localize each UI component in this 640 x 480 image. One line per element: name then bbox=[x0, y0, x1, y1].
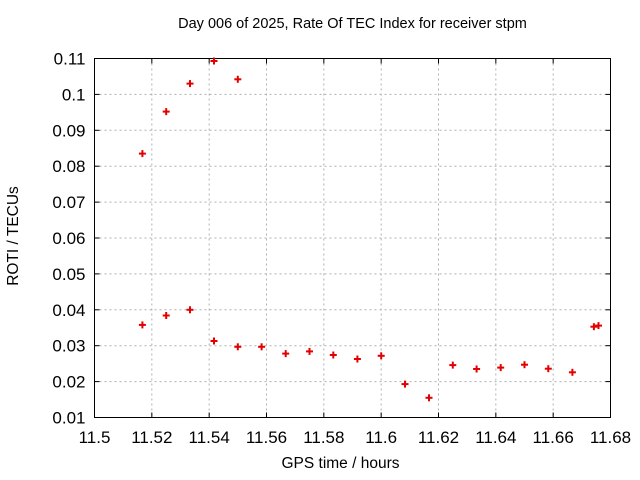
svg-text:11.58: 11.58 bbox=[303, 428, 344, 447]
svg-text:11.68: 11.68 bbox=[590, 428, 631, 447]
data-point-marker bbox=[234, 343, 242, 351]
data-point-marker bbox=[568, 368, 576, 376]
plot-border bbox=[94, 58, 611, 418]
data-point-marker bbox=[590, 323, 598, 331]
data-point-marker bbox=[425, 394, 433, 402]
svg-text:0.01: 0.01 bbox=[52, 409, 85, 428]
svg-text:11.56: 11.56 bbox=[246, 428, 287, 447]
svg-text:11.64: 11.64 bbox=[475, 428, 516, 447]
svg-text:0.02: 0.02 bbox=[52, 373, 85, 392]
data-points bbox=[138, 57, 602, 402]
svg-text:0.03: 0.03 bbox=[52, 337, 85, 356]
data-point-marker bbox=[210, 337, 218, 345]
data-point-marker bbox=[449, 361, 457, 369]
x-axis-title: GPS time / hours bbox=[281, 455, 400, 472]
svg-text:0.08: 0.08 bbox=[52, 157, 85, 176]
data-point-marker bbox=[473, 365, 481, 373]
svg-text:0.1: 0.1 bbox=[62, 85, 86, 104]
svg-text:0.05: 0.05 bbox=[52, 265, 85, 284]
svg-text:0.04: 0.04 bbox=[52, 301, 85, 320]
data-point-marker bbox=[497, 364, 505, 372]
data-point-marker bbox=[353, 355, 361, 363]
data-point-marker bbox=[138, 321, 146, 329]
data-point-marker bbox=[282, 350, 290, 358]
svg-text:11.52: 11.52 bbox=[131, 428, 172, 447]
svg-text:11.5: 11.5 bbox=[79, 428, 111, 447]
data-point-marker bbox=[186, 80, 194, 88]
data-point-marker bbox=[234, 75, 242, 83]
data-point-marker bbox=[138, 150, 146, 158]
svg-text:11.66: 11.66 bbox=[533, 428, 574, 447]
data-point-marker bbox=[521, 361, 528, 369]
x-tick-labels: 11.5 11.52 11.54 11.56 11.58 11.6 11.62 11.64 11… bbox=[79, 428, 632, 447]
data-point-marker bbox=[306, 347, 313, 355]
svg-text:0.09: 0.09 bbox=[52, 121, 85, 140]
data-point-marker bbox=[544, 365, 552, 373]
svg-text:0.11: 0.11 bbox=[54, 50, 86, 69]
tick-marks bbox=[94, 58, 611, 418]
data-point-marker bbox=[210, 57, 218, 65]
chart-title: Day 006 of 2025, Rate Of TEC Index for r… bbox=[178, 16, 527, 32]
svg-text:11.6: 11.6 bbox=[365, 428, 397, 447]
data-point-marker bbox=[377, 352, 385, 360]
data-point-marker bbox=[595, 322, 602, 330]
grid-lines bbox=[94, 58, 611, 418]
svg-text:0.06: 0.06 bbox=[52, 229, 85, 248]
data-point-marker bbox=[401, 380, 409, 388]
data-point-marker bbox=[162, 312, 170, 319]
y-tick-labels: 0.01 0.02 0.03 0.04 0.05 0.06 0.07 0.08 0.09 0.1 0… bbox=[52, 50, 85, 428]
svg-text:11.62: 11.62 bbox=[418, 428, 459, 447]
svg-text:0.07: 0.07 bbox=[52, 193, 85, 212]
data-point-marker bbox=[162, 108, 170, 116]
svg-text:11.54: 11.54 bbox=[189, 428, 230, 447]
data-point-marker bbox=[329, 351, 337, 359]
data-point-marker bbox=[258, 343, 266, 351]
data-point-marker bbox=[186, 306, 194, 314]
